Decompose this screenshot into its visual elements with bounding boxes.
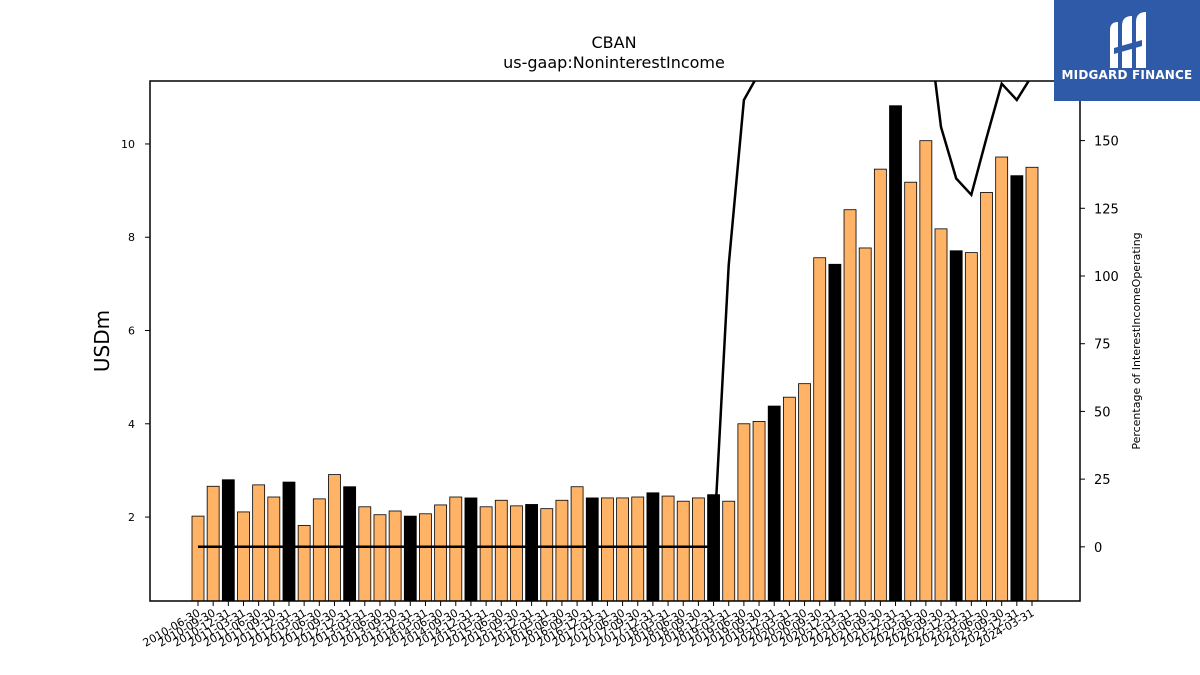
bar (403, 515, 417, 602)
bar (873, 168, 887, 602)
y-axis-label-right: Percentage of InterestIncomeOperating (1130, 232, 1143, 449)
y-tick-label: 4 (128, 418, 135, 431)
bar (631, 496, 645, 602)
logo-text: MIDGARD FINANCE (1061, 68, 1193, 82)
bar (191, 515, 205, 602)
bar (464, 497, 478, 602)
y-tick-label: 6 (128, 325, 135, 338)
bar (267, 496, 281, 602)
bar (676, 500, 690, 602)
bar (525, 504, 538, 602)
y-tick-label: 8 (128, 231, 135, 244)
bar (767, 405, 781, 602)
bar (843, 209, 857, 602)
bar (1010, 175, 1024, 602)
y-tick-label: 2 (128, 511, 135, 524)
bar (328, 474, 341, 602)
chart-subtitle: us-gaap:NoninterestIncome (503, 53, 725, 72)
bar (964, 252, 978, 602)
bar (388, 510, 402, 602)
bar (434, 504, 448, 602)
bar (479, 506, 493, 602)
bar (828, 263, 842, 602)
bar (692, 497, 705, 602)
bar (419, 513, 432, 602)
y-right-tick-label: 100 (1094, 270, 1119, 285)
bar (343, 486, 357, 602)
bar (494, 499, 508, 602)
bar (570, 486, 584, 602)
bar (722, 500, 736, 602)
bar (752, 421, 766, 602)
bar (813, 257, 827, 602)
bar (661, 495, 675, 602)
bar (798, 383, 811, 602)
bar (206, 485, 220, 602)
bar (282, 481, 296, 602)
bar (585, 497, 599, 602)
midgard-finance-logo: MIDGARD FINANCE (1054, 0, 1200, 101)
bar (949, 250, 963, 602)
bar (540, 508, 554, 602)
bar (297, 525, 311, 602)
bar (449, 496, 463, 602)
bar (782, 396, 796, 602)
bar (919, 140, 933, 602)
y-right-tick-label: 25 (1094, 473, 1111, 488)
y-right-tick-label: 150 (1094, 135, 1119, 150)
bar (358, 506, 372, 602)
bar (601, 497, 614, 602)
bar (237, 511, 250, 602)
bar (312, 498, 326, 602)
midgard-logo-icon (1110, 12, 1146, 68)
chart-title: CBAN (591, 33, 636, 52)
bar (980, 192, 993, 602)
y-axis-label: USDm (90, 310, 114, 372)
bar (904, 181, 918, 602)
y-right-tick-label: 125 (1094, 202, 1119, 217)
bar (616, 497, 629, 602)
bar (555, 499, 569, 602)
bar (252, 484, 266, 602)
y-right-tick-label: 75 (1094, 338, 1111, 353)
y-right-tick-label: 50 (1094, 405, 1111, 420)
y-right-tick-label: 0 (1094, 541, 1102, 556)
bar (934, 228, 948, 602)
bar (995, 156, 1009, 602)
bar (1025, 166, 1039, 602)
bar (737, 423, 751, 602)
percentage-line (198, 81, 1031, 549)
bar (510, 505, 523, 602)
plot-frame (149, 80, 1081, 602)
bar (221, 479, 235, 602)
bar (373, 514, 387, 602)
bar (889, 105, 902, 602)
bar (858, 247, 872, 602)
y-tick-label: 10 (121, 138, 135, 151)
